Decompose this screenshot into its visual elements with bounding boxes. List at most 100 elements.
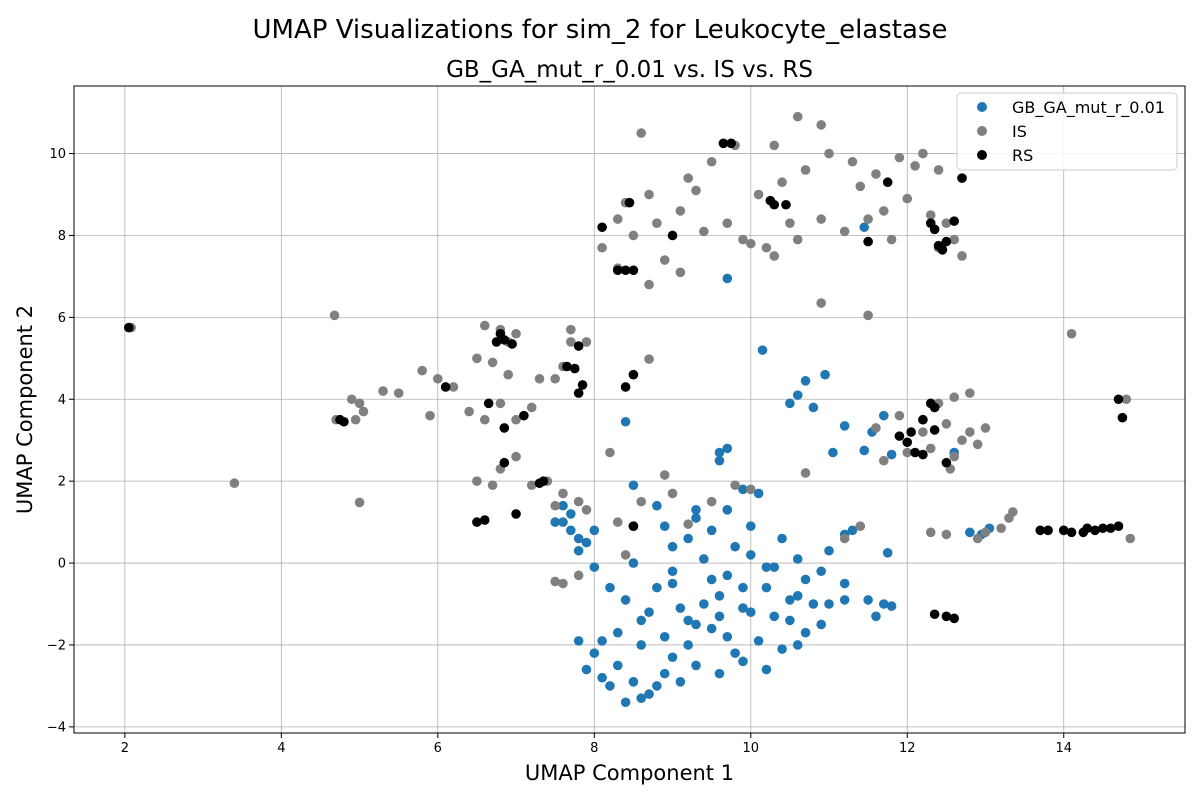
data-point — [620, 595, 631, 605]
data-point — [1113, 521, 1124, 532]
data-point — [1098, 523, 1108, 534]
data-point — [761, 562, 772, 572]
data-point — [910, 161, 920, 171]
data-point — [933, 165, 944, 175]
data-point — [878, 599, 889, 609]
data-point — [706, 623, 717, 634]
data-point — [965, 388, 975, 398]
data-point — [781, 199, 791, 210]
data-point — [730, 541, 740, 552]
data-point — [847, 156, 858, 167]
data-point — [699, 554, 709, 564]
data-point — [808, 599, 819, 609]
data-point — [628, 521, 639, 532]
data-point — [785, 595, 795, 605]
data-point — [581, 537, 592, 548]
data-point — [329, 310, 340, 321]
data-point — [652, 582, 662, 593]
data-point — [612, 265, 623, 276]
data-point — [683, 533, 693, 544]
data-point — [628, 230, 639, 241]
data-point — [918, 427, 928, 437]
data-point — [566, 525, 576, 536]
data-point — [534, 373, 545, 384]
data-point — [738, 234, 748, 245]
y-tick-label: 4 — [58, 393, 66, 408]
data-point — [839, 595, 850, 605]
data-point — [417, 365, 427, 376]
data-point — [683, 173, 693, 183]
data-point — [792, 111, 803, 122]
data-point — [491, 337, 502, 347]
data-point — [753, 488, 764, 499]
data-point — [605, 447, 615, 458]
data-point — [550, 576, 560, 587]
data-point — [918, 414, 928, 425]
data-point — [644, 279, 654, 290]
data-point — [479, 515, 490, 525]
data-point — [730, 480, 740, 491]
data-point — [472, 476, 482, 486]
data-point — [581, 337, 592, 347]
x-tick-label: 12 — [899, 741, 916, 756]
data-point — [777, 644, 787, 654]
figure-suptitle: UMAP Visualizations for sim_2 for Leukoc… — [253, 15, 948, 45]
data-point — [495, 398, 506, 409]
data-point — [769, 199, 780, 210]
data-point — [612, 214, 623, 224]
data-point — [652, 681, 662, 691]
data-point — [878, 410, 889, 421]
data-point — [714, 591, 725, 601]
data-point — [566, 324, 576, 335]
data-point — [937, 244, 948, 255]
data-point — [620, 697, 631, 708]
data-point — [745, 238, 756, 249]
data-point — [949, 234, 959, 245]
data-point — [659, 470, 670, 480]
data-point — [628, 677, 639, 687]
data-point — [1082, 523, 1093, 534]
data-point — [882, 177, 893, 188]
data-point — [1117, 412, 1128, 423]
y-tick-label: 0 — [58, 557, 66, 572]
data-point — [753, 636, 764, 646]
data-point — [894, 410, 905, 421]
data-point — [761, 242, 772, 253]
data-point — [894, 152, 905, 163]
data-point — [636, 615, 647, 626]
data-point — [949, 451, 959, 462]
data-point — [777, 533, 787, 544]
x-tick-label: 8 — [590, 741, 598, 756]
data-point — [393, 388, 404, 398]
data-point — [925, 210, 936, 220]
data-point — [573, 496, 584, 507]
data-point — [792, 390, 803, 400]
data-point — [358, 406, 369, 417]
data-point — [1058, 525, 1069, 536]
data-point — [483, 398, 494, 409]
data-point — [863, 310, 873, 321]
data-point — [929, 425, 940, 435]
x-tick-label: 2 — [121, 741, 129, 756]
data-point — [1043, 525, 1053, 536]
data-point — [824, 545, 834, 556]
data-point — [652, 218, 662, 228]
y-axis-ticks: −4 −2 0 2 4 6 8 10 — [47, 147, 74, 735]
data-point — [878, 455, 889, 466]
data-point — [941, 611, 952, 622]
data-point — [612, 517, 623, 527]
data-point — [573, 636, 584, 646]
data-point — [886, 234, 897, 245]
data-point — [550, 517, 560, 527]
data-point — [511, 414, 521, 425]
plot-area-frame — [73, 85, 1186, 734]
data-point — [558, 578, 568, 589]
data-point — [589, 525, 600, 536]
data-point — [691, 185, 701, 196]
data-point — [738, 582, 748, 593]
data-point — [612, 627, 623, 638]
x-tick-label: 14 — [1055, 741, 1072, 756]
data-point — [816, 298, 826, 308]
data-point — [738, 656, 748, 667]
